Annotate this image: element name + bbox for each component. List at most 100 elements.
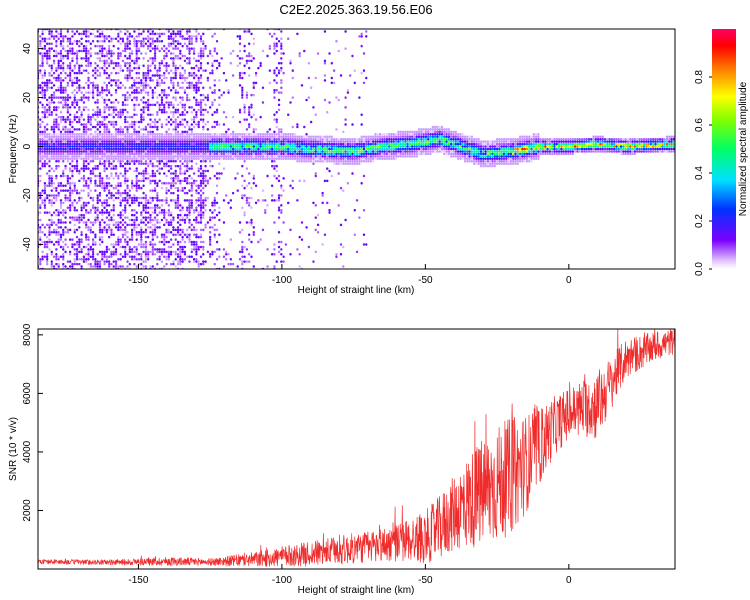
heatmap-cell bbox=[43, 113, 47, 116]
heatmap-cell bbox=[50, 30, 53, 33]
heatmap-cell bbox=[252, 145, 255, 148]
heatmap-cell bbox=[105, 147, 109, 151]
heatmap-cell bbox=[172, 71, 175, 75]
heatmap-cell bbox=[39, 101, 42, 104]
heatmap-cell bbox=[43, 182, 47, 185]
heatmap-cell bbox=[252, 155, 255, 158]
heatmap-cell bbox=[52, 155, 56, 158]
heatmap-cell bbox=[105, 130, 109, 134]
heatmap-cell bbox=[128, 194, 131, 197]
heatmap-cell bbox=[85, 147, 88, 151]
heatmap-cell bbox=[130, 125, 134, 129]
heatmap-cell bbox=[59, 88, 63, 92]
heatmap-cell bbox=[71, 155, 74, 158]
heatmap-cell bbox=[41, 191, 44, 195]
heatmap-cell bbox=[273, 118, 276, 121]
heatmap-cell bbox=[82, 135, 86, 139]
heatmap-cell bbox=[337, 204, 340, 207]
heatmap-cell bbox=[48, 155, 51, 158]
chart-title: C2E2.2025.363.19.56.E06 bbox=[279, 2, 432, 17]
heatmap-cell bbox=[75, 142, 79, 146]
heatmap-cell bbox=[105, 155, 109, 158]
heatmap-cell bbox=[142, 106, 145, 109]
heatmap-cell bbox=[78, 98, 81, 102]
heatmap-cell bbox=[190, 228, 193, 232]
heatmap-cell bbox=[140, 262, 143, 266]
heatmap-cell bbox=[310, 137, 313, 141]
heatmap-cell bbox=[50, 35, 53, 38]
heatmap-cell bbox=[163, 64, 166, 67]
heatmap-cell bbox=[130, 248, 134, 251]
heatmap-cell bbox=[110, 135, 113, 139]
heatmap-cells bbox=[38, 29, 675, 269]
heatmap-cell bbox=[71, 245, 74, 249]
heatmap-cell bbox=[183, 79, 187, 82]
heatmap-cell bbox=[174, 91, 177, 94]
heatmap-cell bbox=[209, 216, 212, 219]
heatmap-cell bbox=[273, 44, 276, 48]
heatmap-cell bbox=[137, 186, 141, 190]
heatmap-cell bbox=[282, 147, 285, 151]
heatmap-cell bbox=[179, 150, 182, 153]
heatmap-cell bbox=[89, 231, 92, 234]
heatmap-cell bbox=[186, 37, 189, 41]
heatmap-cell bbox=[197, 69, 200, 72]
heatmap-cell bbox=[46, 243, 49, 246]
heatmap-cell bbox=[75, 52, 79, 55]
heatmap-cell bbox=[135, 130, 138, 134]
heatmap-cell bbox=[133, 79, 136, 82]
heatmap-cell bbox=[270, 164, 274, 168]
heatmap-cell bbox=[114, 137, 118, 141]
heatmap-cell bbox=[105, 140, 109, 143]
heatmap-cell bbox=[202, 133, 205, 136]
heatmap-cell bbox=[117, 86, 120, 90]
heatmap-cell bbox=[310, 142, 313, 146]
heatmap-cell bbox=[169, 111, 173, 114]
heatmap-cell bbox=[46, 79, 49, 82]
heatmap-cell bbox=[314, 172, 317, 175]
heatmap-cell bbox=[197, 260, 200, 263]
heatmap-cell bbox=[174, 147, 177, 151]
heatmap-cell bbox=[243, 64, 246, 67]
heatmap-cell bbox=[147, 147, 150, 151]
heatmap-cell bbox=[270, 155, 274, 158]
heatmap-cell bbox=[55, 167, 58, 170]
heatmap-cell bbox=[332, 81, 336, 85]
heatmap-cell bbox=[169, 182, 173, 185]
heatmap-cell bbox=[135, 71, 138, 75]
heatmap-cell bbox=[75, 169, 79, 173]
heatmap-cell bbox=[192, 84, 196, 87]
heatmap-cell bbox=[82, 133, 86, 136]
heatmap-cell bbox=[218, 248, 221, 251]
heatmap-cell bbox=[158, 35, 161, 38]
heatmap-cell bbox=[160, 101, 164, 104]
heatmap-cell bbox=[64, 199, 67, 202]
heatmap-cell bbox=[46, 257, 49, 261]
heatmap-cell bbox=[121, 208, 125, 212]
heatmap-cell bbox=[250, 135, 253, 139]
heatmap-cell bbox=[160, 233, 164, 236]
heatmap-cell bbox=[250, 142, 253, 146]
heatmap-cell bbox=[332, 145, 336, 148]
heatmap-cell bbox=[112, 213, 115, 217]
heatmap-cell bbox=[78, 106, 81, 109]
heatmap-cell bbox=[137, 135, 141, 139]
heatmap-cell bbox=[121, 164, 125, 168]
heatmap-cell bbox=[101, 179, 104, 183]
heatmap-cell bbox=[71, 137, 74, 141]
heatmap-cell bbox=[241, 245, 244, 249]
heatmap-cell bbox=[188, 235, 191, 239]
heatmap-cell bbox=[195, 189, 198, 192]
heatmap-cell bbox=[108, 57, 111, 60]
heatmap-cell bbox=[346, 145, 350, 148]
heatmap-cell bbox=[280, 211, 283, 214]
heatmap-cell bbox=[190, 223, 193, 227]
heatmap-cell bbox=[142, 76, 145, 80]
heatmap-cell bbox=[248, 201, 251, 205]
heatmap-cell bbox=[156, 145, 159, 148]
heatmap-cell bbox=[165, 262, 168, 266]
heatmap-cell bbox=[199, 228, 203, 232]
heatmap-cell bbox=[126, 130, 129, 134]
heatmap-cell bbox=[199, 164, 203, 168]
heatmap-cell bbox=[91, 265, 95, 268]
